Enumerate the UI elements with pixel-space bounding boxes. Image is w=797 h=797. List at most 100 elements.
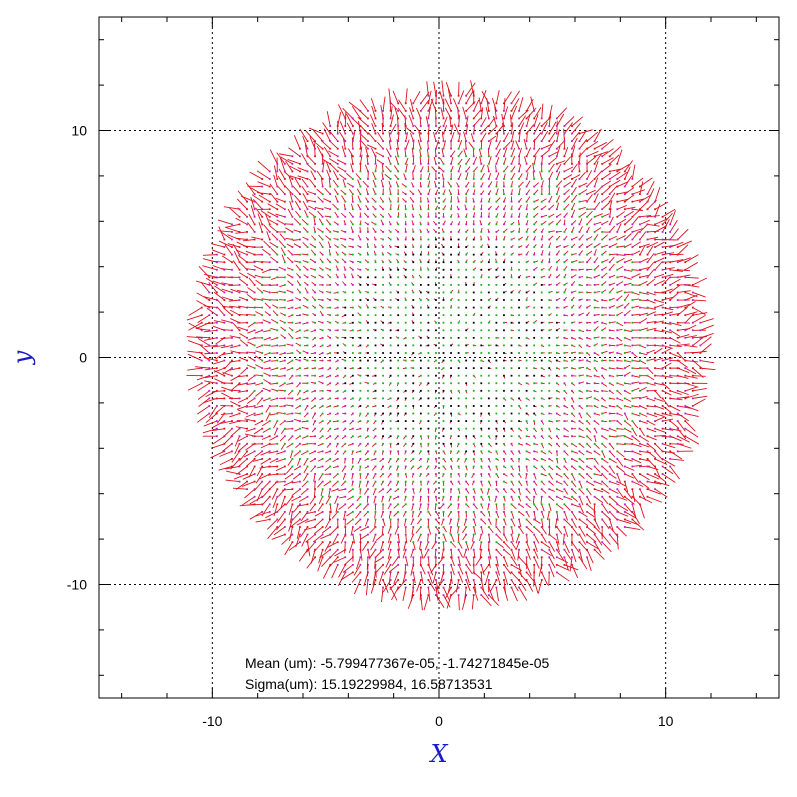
vector-arrow xyxy=(632,375,640,378)
vector-arrow xyxy=(204,273,217,278)
grid-point xyxy=(306,541,309,544)
grid-point xyxy=(374,299,377,301)
vector-arrow xyxy=(270,360,278,362)
vector-arrow xyxy=(369,526,376,534)
grid-point xyxy=(231,344,233,347)
vector-arrow xyxy=(254,420,263,426)
grid-point xyxy=(472,548,475,551)
grid-point xyxy=(495,488,498,491)
grid-point xyxy=(359,238,362,241)
grid-point xyxy=(321,548,324,551)
grid-point xyxy=(450,442,452,445)
vector-arrow xyxy=(279,382,286,387)
grid-point xyxy=(367,268,369,271)
grid-point xyxy=(571,389,573,392)
grid-point xyxy=(631,473,634,475)
grid-point xyxy=(593,374,596,377)
grid-point xyxy=(495,299,498,301)
grid-point xyxy=(623,442,626,445)
vector-arrow xyxy=(222,443,233,452)
grid-point xyxy=(639,268,641,271)
vector-arrow xyxy=(556,496,564,501)
vector-arrow xyxy=(647,241,659,248)
grid-point xyxy=(578,435,581,438)
vector-arrow xyxy=(203,420,218,427)
vector-arrow xyxy=(278,344,285,347)
vector-arrow xyxy=(431,541,437,550)
grid-point xyxy=(533,503,536,506)
vector-arrow xyxy=(314,511,323,517)
grid-point xyxy=(676,306,679,309)
vector-arrow xyxy=(579,557,588,570)
grid-point xyxy=(676,291,679,294)
vector-field xyxy=(186,80,716,611)
grid-point xyxy=(336,261,339,264)
vector-arrow xyxy=(218,466,233,471)
vector-arrow xyxy=(639,267,650,271)
grid-point xyxy=(669,405,672,407)
vector-arrow xyxy=(662,473,676,483)
grid-point xyxy=(586,533,588,536)
vector-arrow xyxy=(212,420,225,428)
grid-point xyxy=(623,503,626,506)
vector-arrow xyxy=(669,420,680,429)
grid-point xyxy=(586,465,588,468)
grid-point xyxy=(563,412,566,415)
grid-point xyxy=(495,367,498,370)
vector-arrow xyxy=(624,488,633,500)
grid-point xyxy=(465,321,468,324)
grid-point xyxy=(548,420,551,422)
grid-point xyxy=(510,450,513,453)
grid-point xyxy=(586,283,588,286)
grid-point xyxy=(344,450,347,453)
grid-point xyxy=(450,480,452,483)
grid-point xyxy=(231,458,233,460)
grid-point xyxy=(601,518,604,521)
vector-arrow xyxy=(461,594,467,610)
grid-point xyxy=(480,314,483,317)
grid-point xyxy=(382,276,384,279)
vector-arrow xyxy=(236,289,248,293)
vector-arrow xyxy=(571,564,579,579)
grid-point xyxy=(397,556,400,559)
grid-point xyxy=(503,488,505,491)
grid-point xyxy=(578,352,581,354)
grid-point xyxy=(563,488,566,491)
grid-point xyxy=(351,329,354,332)
vector-arrow xyxy=(309,496,316,505)
vector-arrow xyxy=(375,564,377,578)
grid-point xyxy=(367,473,369,475)
grid-point xyxy=(510,435,513,438)
grid-point xyxy=(533,344,536,347)
grid-point xyxy=(382,533,384,536)
grid-point xyxy=(382,246,384,248)
grid-point xyxy=(442,405,445,407)
grid-point xyxy=(283,374,286,377)
grid-point xyxy=(374,450,377,453)
grid-point xyxy=(495,533,498,536)
grid-point xyxy=(435,533,437,536)
vector-arrow xyxy=(269,481,278,489)
vector-arrow xyxy=(204,380,217,384)
vector-arrow xyxy=(444,587,452,600)
grid-point xyxy=(321,291,324,294)
vector-arrow xyxy=(374,556,384,564)
grid-point xyxy=(359,352,362,354)
grid-point xyxy=(238,261,241,264)
vector-arrow xyxy=(255,355,263,361)
vector-arrow xyxy=(387,526,392,534)
grid-point xyxy=(533,359,536,362)
vector-arrow xyxy=(294,428,301,432)
grid-point xyxy=(283,405,286,407)
grid-point xyxy=(601,314,604,317)
grid-point xyxy=(351,435,354,438)
vector-arrow xyxy=(654,304,664,309)
vector-arrow xyxy=(654,280,665,286)
grid-point xyxy=(631,359,634,362)
vector-arrow xyxy=(340,572,354,581)
grid-point xyxy=(306,238,309,241)
grid-point xyxy=(503,526,505,528)
grid-point xyxy=(253,382,256,385)
grid-point xyxy=(397,503,400,506)
grid-point xyxy=(623,336,626,339)
